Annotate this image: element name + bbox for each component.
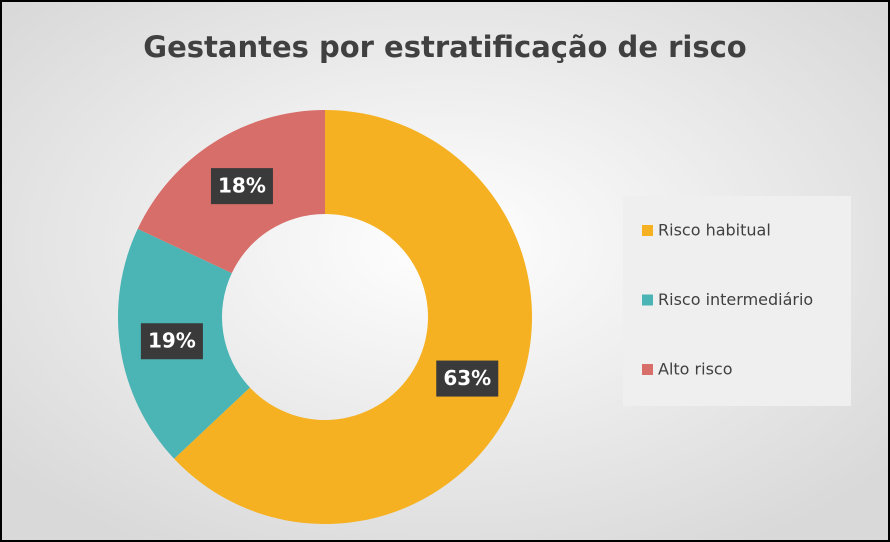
legend-label: Risco habitual [658, 221, 771, 240]
data-label: 19% [148, 329, 196, 353]
legend-swatch [642, 225, 653, 236]
legend-box [623, 196, 851, 406]
data-label-box [210, 168, 273, 205]
legend-swatch [642, 294, 653, 306]
legend-label: Risco intermediário [658, 290, 813, 309]
data-label: 63% [443, 366, 491, 390]
donut-slice [174, 110, 532, 524]
legend-swatch [642, 364, 653, 375]
data-label-box [140, 323, 203, 360]
legend-label: Alto risco [658, 360, 732, 379]
data-label: 18% [218, 174, 266, 198]
chart-title: Gestantes por estratificação de risco [143, 30, 746, 64]
data-label-box [436, 360, 499, 397]
